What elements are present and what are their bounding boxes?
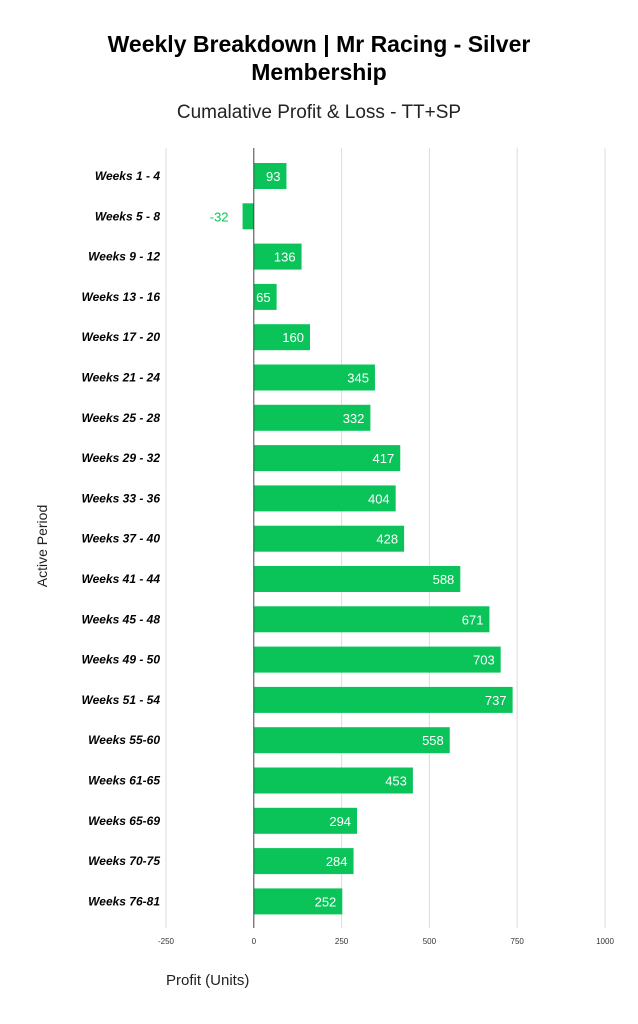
chart-subtitle: Cumalative Profit & Loss - TT+SP	[176, 102, 462, 123]
data-label: 428	[376, 532, 398, 547]
category-label: Weeks 37 - 40	[82, 532, 161, 546]
y-axis-label: Active Period	[34, 504, 50, 588]
category-label: Weeks 21 - 24	[82, 371, 161, 385]
category-label: Weeks 49 - 50	[82, 653, 161, 667]
category-label: Weeks 29 - 32	[82, 451, 161, 465]
category-label: Weeks 17 - 20	[82, 330, 161, 344]
bar	[253, 646, 501, 673]
bar	[242, 203, 254, 230]
bar	[253, 324, 310, 351]
category-label: Weeks 5 - 8	[95, 209, 160, 223]
data-label: 160	[282, 330, 304, 345]
chart-title-line-2: Membership	[251, 59, 387, 85]
chart-title-line-1: Weekly Breakdown | Mr Racing - Silver	[107, 31, 531, 57]
data-label: -32	[210, 209, 229, 224]
category-label: Weeks 70-75	[88, 854, 160, 868]
data-label: 252	[315, 894, 337, 909]
category-label: Weeks 65-69	[88, 814, 160, 828]
x-axis-label: Profit (Units)	[166, 972, 250, 989]
x-tick-label: 1000	[596, 937, 614, 946]
data-label: 588	[433, 572, 455, 587]
data-label: 345	[347, 371, 369, 386]
x-tick-label: 750	[511, 937, 525, 946]
data-label: 404	[368, 491, 390, 506]
x-tick-label: 500	[423, 937, 437, 946]
x-tick-label: -250	[158, 937, 175, 946]
category-label: Weeks 33 - 36	[82, 491, 161, 505]
category-label: Weeks 51 - 54	[82, 693, 161, 707]
bar	[253, 848, 354, 875]
category-label: Weeks 61-65	[88, 774, 160, 788]
category-label: Weeks 76-81	[88, 894, 160, 908]
data-label: 417	[373, 451, 395, 466]
category-label: Weeks 25 - 28	[82, 411, 161, 425]
bar	[253, 888, 343, 915]
bar	[253, 566, 461, 592]
category-label: Weeks 55-60	[88, 733, 160, 747]
data-label: 136	[274, 250, 296, 265]
bar	[253, 485, 396, 512]
category-label: Weeks 9 - 12	[88, 250, 160, 264]
bar	[253, 404, 371, 431]
data-label: 332	[343, 411, 365, 426]
bar	[253, 243, 302, 270]
bar	[253, 525, 405, 552]
bar	[253, 283, 277, 310]
data-label: 737	[485, 693, 507, 708]
bar	[253, 727, 450, 754]
data-label: 453	[385, 774, 407, 789]
data-label: 93	[266, 169, 280, 184]
data-label: 294	[329, 814, 351, 829]
bar	[253, 686, 513, 713]
bar	[253, 807, 358, 834]
data-label: 65	[256, 290, 270, 305]
category-label: Weeks 45 - 48	[82, 612, 161, 626]
chart-title: Weekly Breakdown | Mr Racing - Silver Me…	[0, 30, 638, 86]
data-label: 703	[473, 653, 495, 668]
category-label: Weeks 13 - 16	[82, 290, 161, 304]
data-label: 284	[326, 854, 348, 869]
bar	[253, 364, 375, 391]
bar	[253, 163, 287, 189]
category-label: Weeks 41 - 44	[82, 572, 161, 586]
bar	[253, 767, 413, 794]
x-tick-label: 250	[335, 937, 349, 946]
x-tick-label: 0	[252, 937, 257, 946]
bar	[253, 606, 490, 633]
data-label: 558	[422, 733, 444, 748]
bar	[253, 445, 401, 472]
category-label: Weeks 1 - 4	[95, 169, 160, 183]
data-label: 671	[462, 612, 484, 627]
